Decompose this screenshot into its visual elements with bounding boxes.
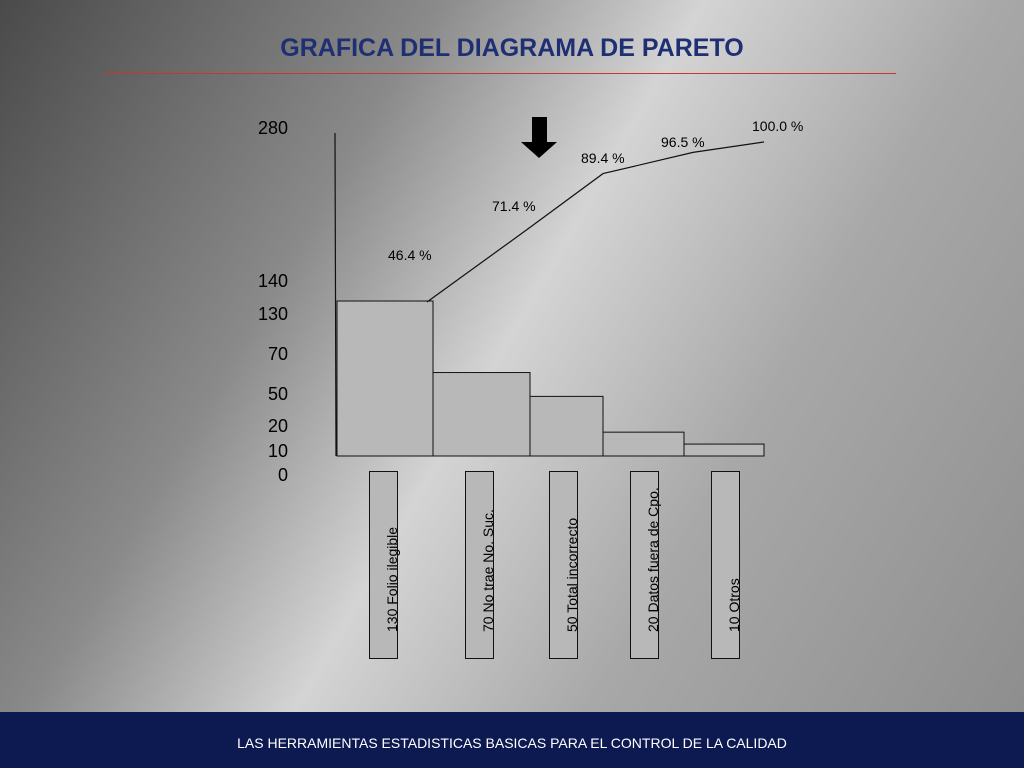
bar-total-incorrecto (529, 395, 604, 457)
y-tick-140: 140 (257, 271, 288, 291)
footer-text: LAS HERRAMIENTAS ESTADISTICAS BASICAS PA… (237, 735, 787, 751)
category-label-datos-fuera-de-cpo: 20 Datos fuera de Cpo. (630, 471, 661, 659)
y-tick-10: 10 (267, 441, 288, 461)
category-text: 20 Datos fuera de Cpo. (644, 487, 661, 632)
y-tick-50: 50 (267, 384, 288, 404)
y-tick-20: 20 (267, 416, 288, 436)
cum-label-4: 96.5 % (661, 134, 705, 150)
slide-title: GRAFICA DEL DIAGRAMA DE PARETO (280, 34, 744, 62)
footer-bar: LAS HERRAMIENTAS ESTADISTICAS BASICAS PA… (0, 712, 1024, 768)
bar-folio-ilegible (336, 300, 434, 457)
y-tick-130: 130 (257, 304, 288, 324)
down-arrow-icon (521, 117, 557, 158)
category-label-total-incorrecto: 50 Total incorrecto (549, 471, 580, 659)
y-axis-line (334, 132, 337, 457)
category-text: 50 Total incorrecto (563, 517, 580, 632)
y-tick-0: 0 (277, 465, 288, 485)
bar-no-trae-no-suc- (432, 372, 531, 457)
cumulative-line (426, 141, 765, 303)
category-label-folio-ilegible: 130 Folio ilegible (369, 471, 400, 659)
category-text: 70 No trae No. Suc. (479, 509, 496, 632)
category-text: 10 Otros (725, 578, 742, 632)
y-tick-280: 280 (257, 118, 288, 138)
cum-label-5: 100.0 % (752, 118, 804, 134)
cum-label-3: 89.4 % (581, 150, 625, 166)
cum-label-1: 46.4 % (388, 247, 432, 263)
category-label-otros: 10 Otros (711, 471, 742, 659)
category-label-no-trae-no-suc: 70 No trae No. Suc. (465, 471, 496, 659)
category-text: 130 Folio ilegible (383, 526, 400, 632)
cum-label-2: 71.4 % (492, 198, 536, 214)
bar-otros (683, 443, 765, 457)
y-tick-70: 70 (267, 344, 288, 364)
title-rule (105, 73, 896, 74)
bar-datos-fuera-de-cpo- (602, 431, 685, 457)
